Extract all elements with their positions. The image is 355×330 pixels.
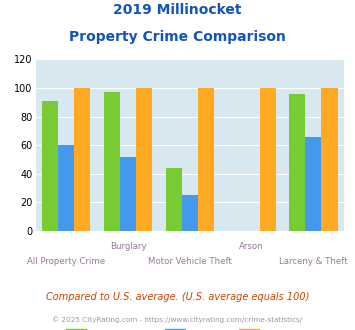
Bar: [75, 88, 91, 231]
Bar: [104, 92, 120, 231]
Legend: Millinocket, Maine, National: Millinocket, Maine, National: [62, 326, 318, 330]
Text: 2019 Millinocket: 2019 Millinocket: [113, 3, 242, 17]
Bar: [120, 157, 136, 231]
Text: Compared to U.S. average. (U.S. average equals 100): Compared to U.S. average. (U.S. average …: [46, 292, 309, 302]
Bar: [58, 145, 75, 231]
Bar: [322, 88, 338, 231]
Text: Property Crime Comparison: Property Crime Comparison: [69, 30, 286, 44]
Bar: [182, 195, 198, 231]
Bar: [260, 88, 276, 231]
Bar: [198, 88, 214, 231]
Text: Motor Vehicle Theft: Motor Vehicle Theft: [148, 257, 232, 266]
Text: Burglary: Burglary: [110, 243, 147, 251]
Text: Larceny & Theft: Larceny & Theft: [279, 257, 348, 266]
Bar: [42, 101, 58, 231]
Text: © 2025 CityRating.com - https://www.cityrating.com/crime-statistics/: © 2025 CityRating.com - https://www.city…: [53, 317, 302, 323]
Text: All Property Crime: All Property Crime: [27, 257, 105, 266]
Bar: [305, 137, 322, 231]
Text: Arson: Arson: [239, 243, 264, 251]
Bar: [166, 168, 182, 231]
Bar: [289, 94, 305, 231]
Bar: [136, 88, 152, 231]
